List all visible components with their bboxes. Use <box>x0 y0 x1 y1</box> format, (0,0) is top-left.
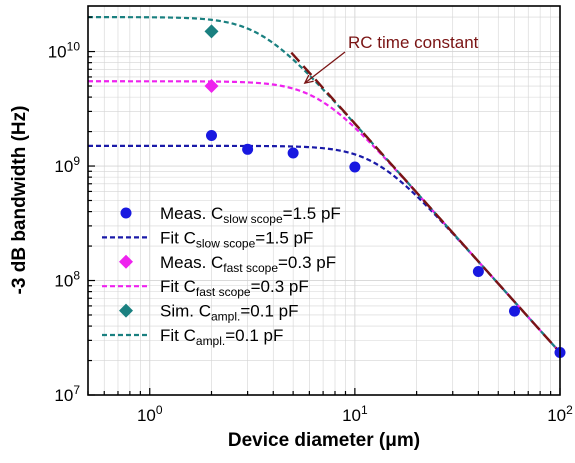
y-tick-label: 109 <box>54 154 80 176</box>
x-tick-label: 102 <box>547 403 573 425</box>
fit-curve <box>88 16 560 354</box>
legend-label: Meas. Cfast scope=0.3 pF <box>160 253 336 275</box>
x-axis-label: Device diameter (μm) <box>228 430 420 451</box>
legend-item: Fit Cslow scope=1.5 pF <box>102 228 313 250</box>
data-points <box>204 24 566 359</box>
rc-annotation: RC time constant <box>303 33 479 85</box>
data-point <box>472 265 484 277</box>
legend-label: Meas. Cslow scope=1.5 pF <box>160 204 341 226</box>
data-point <box>287 147 299 159</box>
rc-line <box>290 51 560 354</box>
data-point <box>349 161 361 173</box>
annotation-text: RC time constant <box>348 33 479 52</box>
annotation-arrowhead <box>303 74 314 85</box>
axis-ticks: 100 101 102 107 108 109 1010 <box>48 16 573 425</box>
legend-item: Meas. Cfast scope=0.3 pF <box>119 253 336 275</box>
y-axis-label: -3 dB bandwidth (Hz) <box>9 106 30 295</box>
fit-curve <box>88 80 560 354</box>
x-tick-label: 101 <box>342 403 368 425</box>
fit-curve <box>88 144 560 354</box>
y-tick-label: 107 <box>54 383 80 405</box>
data-point <box>205 129 217 141</box>
legend-marker <box>119 303 133 318</box>
data-point <box>508 305 520 317</box>
legend-label: Fit Cslow scope=1.5 pF <box>160 228 313 250</box>
data-point <box>242 143 254 155</box>
legend-item: Fit Campl.=0.1 pF <box>102 326 283 348</box>
legend-label: Fit Cfast scope=0.3 pF <box>160 277 309 299</box>
x-tick-label: 100 <box>137 403 163 425</box>
grid-lines <box>88 6 560 395</box>
annotation-arrow <box>304 51 346 84</box>
y-tick-label: 108 <box>54 269 80 291</box>
legend-item: Meas. Cslow scope=1.5 pF <box>120 204 341 226</box>
legend-marker <box>119 254 133 269</box>
legend-item: Fit Cfast scope=0.3 pF <box>102 277 309 299</box>
rc-time-constant-line <box>290 51 560 354</box>
legend-label: Sim. Campl.=0.1 pF <box>160 302 298 324</box>
legend-marker <box>120 207 132 219</box>
data-point <box>204 79 219 94</box>
y-tick-label: 1010 <box>48 40 81 62</box>
legend-item: Sim. Campl.=0.1 pF <box>119 302 298 324</box>
fit-curves <box>88 16 560 354</box>
legend-label: Fit Campl.=0.1 pF <box>160 326 283 348</box>
data-point <box>204 24 219 39</box>
